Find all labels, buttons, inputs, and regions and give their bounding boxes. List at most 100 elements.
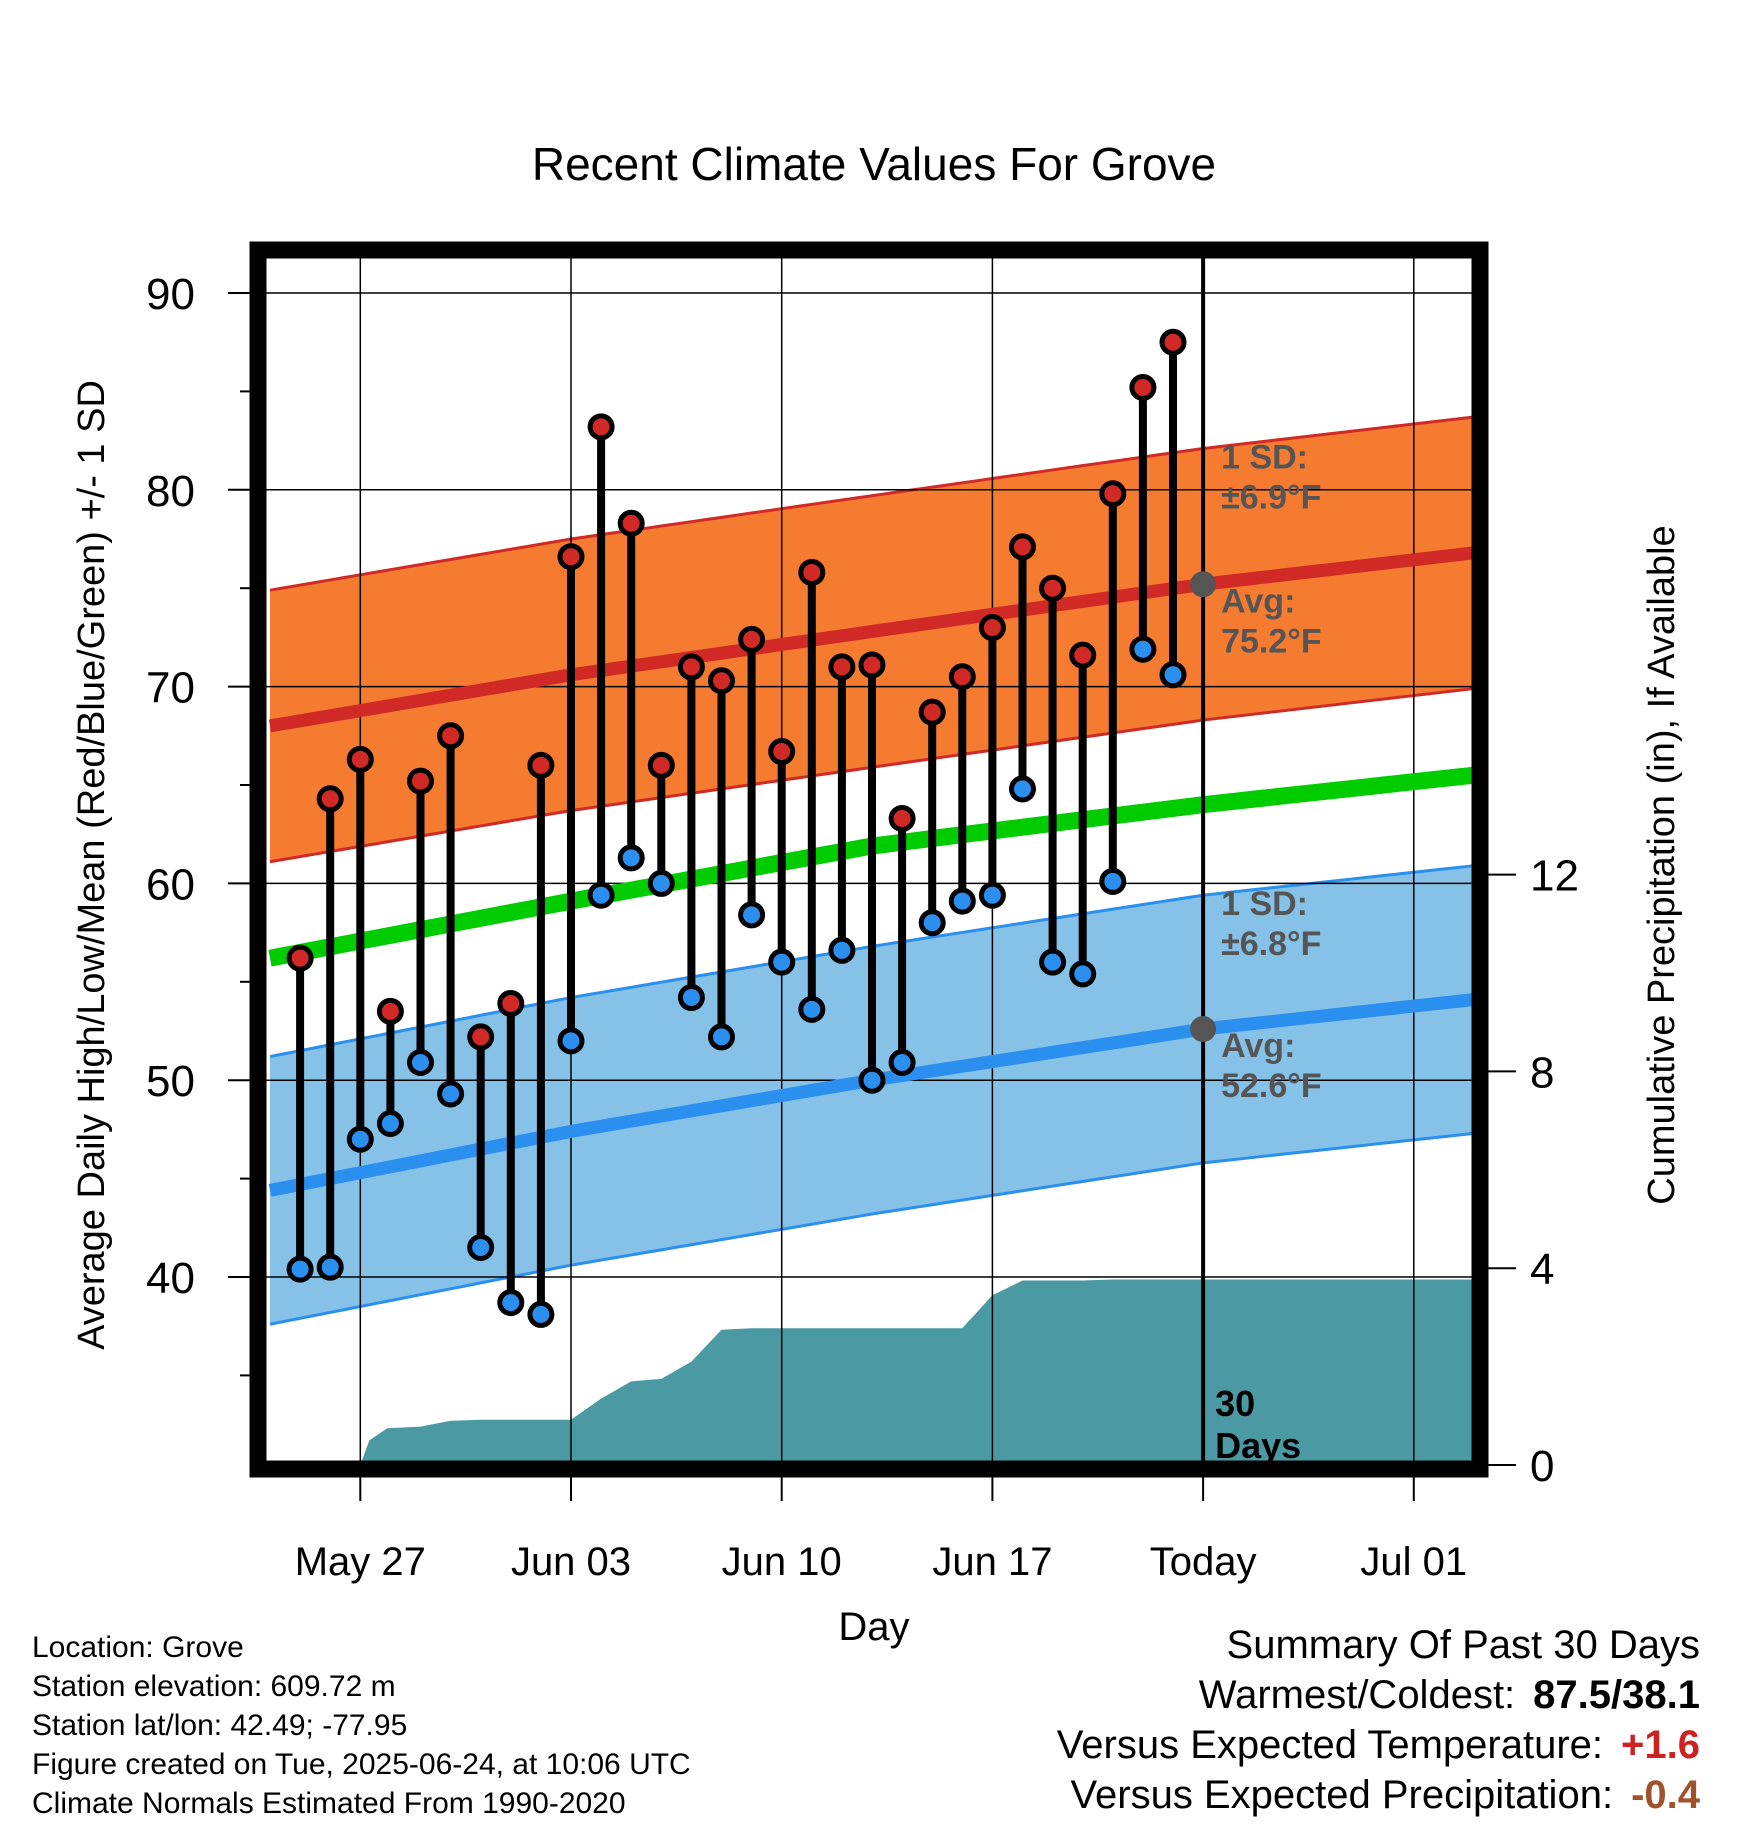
latlon-text: Station lat/lon: 42.49; -77.95 <box>32 1709 408 1742</box>
low-dot <box>467 1233 495 1261</box>
low-dot <box>948 887 976 915</box>
warm-cold-row: Warmest/Coldest: 87.5/38.1 <box>1057 1670 1700 1720</box>
temp-value: +1.6 <box>1621 1723 1700 1767</box>
high-dot <box>407 767 434 795</box>
low-dot <box>617 844 645 872</box>
low-dot <box>557 1027 585 1055</box>
annotation-high-line1: Avg: <box>1221 582 1295 620</box>
location-text: Location: Grove <box>32 1631 244 1664</box>
low-dot <box>1159 661 1187 689</box>
low-dot <box>858 1066 886 1094</box>
low-dot <box>1069 960 1097 988</box>
low-dot <box>888 1048 916 1076</box>
y-tick-label-40: 40 <box>146 1254 195 1303</box>
y2-axis-label: Cumulative Precipitation (in), If Availa… <box>1641 525 1683 1204</box>
high-dot <box>467 1023 495 1051</box>
low-dot <box>1039 948 1067 976</box>
low-dot <box>346 1125 374 1153</box>
low-dot <box>286 1255 314 1283</box>
y-tick-label-60: 60 <box>146 860 195 909</box>
low-dot <box>1129 635 1157 663</box>
high-dot <box>1039 574 1067 602</box>
high-dot <box>918 698 946 726</box>
high-dot <box>798 558 826 586</box>
low-dot <box>497 1289 525 1317</box>
high-dot <box>497 989 525 1017</box>
y2-tick-label-0: 0 <box>1530 1442 1554 1491</box>
high-avg-line <box>268 546 1475 733</box>
precip-area <box>270 1279 1474 1465</box>
annotation-low-line2: 52.6°F <box>1221 1067 1322 1105</box>
high-dot <box>346 745 374 773</box>
high-dot <box>527 751 555 779</box>
high-dot <box>768 738 796 766</box>
summary-panel: Summary Of Past 30 Days Warmest/Coldest:… <box>1057 1620 1700 1820</box>
low-dot <box>376 1109 404 1137</box>
high-dot <box>708 667 735 695</box>
high-normal-band-upper <box>269 415 1475 592</box>
high-dot <box>888 804 916 832</box>
low-dot <box>918 909 946 937</box>
low-dot <box>527 1300 555 1328</box>
low-normal-band-lower <box>269 1131 1475 1326</box>
station-info: Location: Grove Station elevation: 609.7… <box>32 1628 691 1823</box>
high-dot <box>376 997 404 1025</box>
low-dot <box>677 984 705 1012</box>
low-dot <box>1099 867 1127 895</box>
temp-row: Versus Expected Temperature: +1.6 <box>1057 1720 1700 1770</box>
warm-cold-label: Warmest/Coldest: <box>1198 1673 1516 1717</box>
y-tick-label-80: 80 <box>146 467 195 516</box>
y2-tick-label-12: 12 <box>1530 852 1579 901</box>
summary-heading: Summary Of Past 30 Days <box>1226 1623 1700 1667</box>
high-dot <box>1069 641 1097 669</box>
low-dot <box>1009 775 1036 803</box>
low-dot <box>768 948 796 976</box>
high-dot <box>316 785 344 813</box>
y2-tick-label-8: 8 <box>1530 1048 1554 1097</box>
x-axis-label: Day <box>838 1605 909 1649</box>
y-axis-label: Average Daily High/Low/Mean (Red/Blue/Gr… <box>71 380 113 1350</box>
x-tick-label-17: Jun 10 <box>722 1540 842 1584</box>
high-dot <box>437 722 465 750</box>
elevation-text: Station elevation: 609.72 m <box>32 1670 396 1703</box>
high-dot <box>647 751 675 779</box>
high-dot <box>286 944 314 972</box>
x-tick-label-24: Jun 17 <box>932 1540 1052 1584</box>
warm-cold-value: 87.5/38.1 <box>1533 1673 1700 1717</box>
precip-label: Versus Expected Precipitation: <box>1070 1773 1614 1817</box>
annotation-high-line2: ±6.9°F <box>1221 478 1321 516</box>
x-tick-label-31: Today <box>1150 1540 1257 1584</box>
low-dot <box>978 881 1006 909</box>
high-dot <box>1099 480 1127 508</box>
low-dot <box>437 1080 465 1108</box>
annotation-high-line2: 75.2°F <box>1221 622 1322 660</box>
x-tick-label-10: Jun 03 <box>511 1540 631 1584</box>
y-tick-label-70: 70 <box>146 664 195 713</box>
high-dot <box>1009 533 1036 561</box>
created-text: Figure created on Tue, 2025-06-24, at 10… <box>32 1748 691 1781</box>
x-tick-label-38: Jul 01 <box>1360 1540 1467 1584</box>
high-dot <box>948 663 976 691</box>
y-tick-label-50: 50 <box>146 1057 195 1106</box>
low-dot <box>708 1023 735 1051</box>
annotation-high-line1: 1 SD: <box>1221 438 1308 476</box>
today-window-label-num: 30 <box>1215 1383 1255 1424</box>
high-dot <box>1129 373 1157 401</box>
today-window-label-word: Days <box>1215 1425 1301 1466</box>
high-avg-today-marker <box>1190 571 1217 598</box>
low-dot <box>407 1048 434 1076</box>
high-dot <box>978 614 1006 642</box>
high-dot <box>557 543 585 571</box>
plot-frame <box>249 241 1489 1478</box>
x-tick-label-3: May 27 <box>295 1540 426 1584</box>
annotation-low-line2: ±6.8°F <box>1221 925 1321 963</box>
low-dot <box>738 901 766 929</box>
precip-row: Versus Expected Precipitation: -0.4 <box>1057 1770 1700 1820</box>
annotation-low-line1: 1 SD: <box>1221 885 1308 923</box>
low-avg-today-marker <box>1190 1016 1217 1043</box>
high-dot <box>617 509 645 537</box>
precip-value: -0.4 <box>1631 1773 1700 1817</box>
low-dot <box>316 1253 344 1281</box>
high-dot <box>587 413 615 441</box>
